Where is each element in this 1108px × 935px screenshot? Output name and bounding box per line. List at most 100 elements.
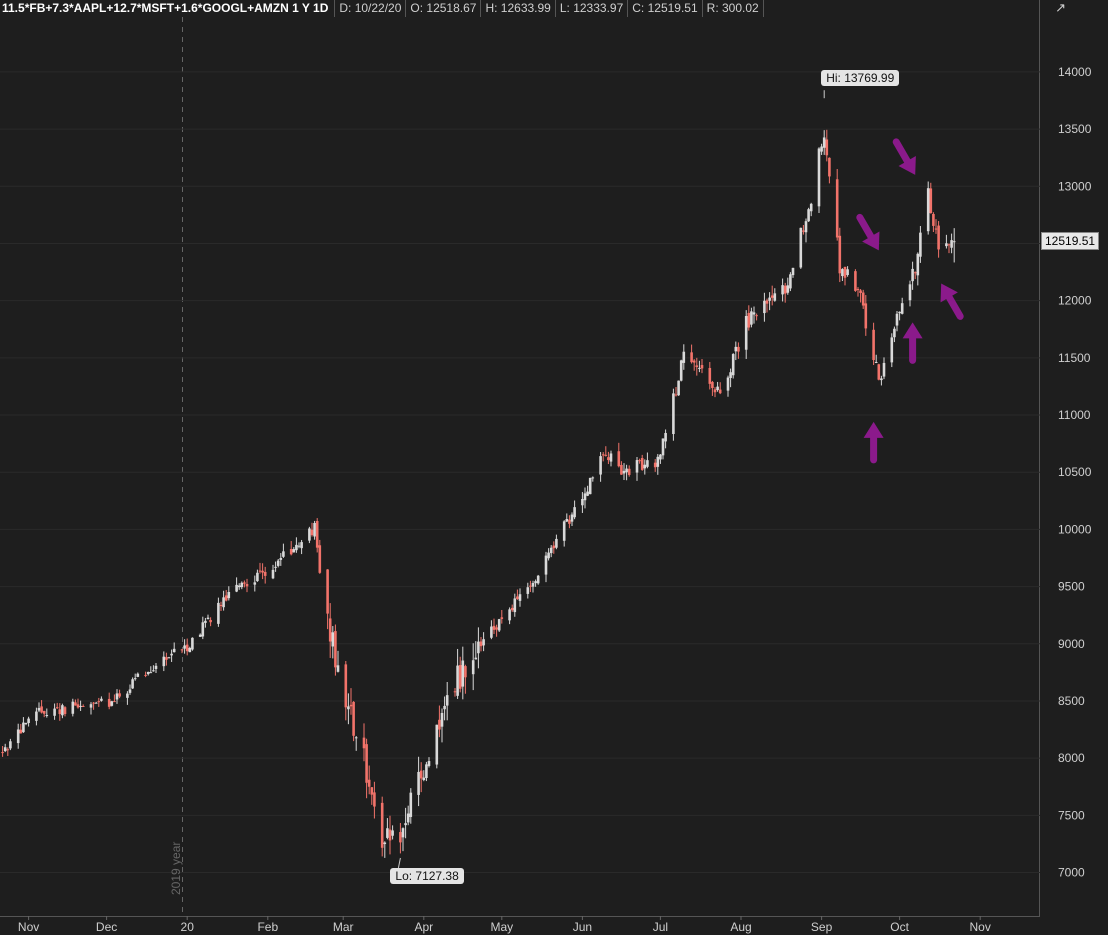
candle-body <box>373 792 376 807</box>
candle-body <box>581 498 584 506</box>
candle-body <box>734 346 738 352</box>
candle-body <box>198 634 202 637</box>
candle-body <box>534 581 537 584</box>
candle-body <box>708 367 712 384</box>
candle-body <box>292 549 296 553</box>
candle-body <box>349 704 353 707</box>
candle-body <box>895 313 899 326</box>
x-tick-label: Mar <box>333 920 354 934</box>
candle-body <box>640 458 644 470</box>
x-tick-label: Oct <box>890 920 909 934</box>
candle-body <box>180 649 184 651</box>
candle-body <box>167 657 171 659</box>
candle-body <box>245 584 249 587</box>
candle-body <box>227 592 231 599</box>
candle-body <box>838 235 842 274</box>
candle-body <box>354 737 358 739</box>
candle-body <box>568 519 571 524</box>
candle-body <box>737 346 740 352</box>
candle-body <box>516 596 519 600</box>
candle-body <box>698 367 701 369</box>
candle-body <box>344 664 348 708</box>
candle-body <box>474 657 478 660</box>
candle-body <box>802 230 805 232</box>
candle-body <box>310 529 314 536</box>
candle-body <box>711 381 714 389</box>
candle-body <box>937 225 940 250</box>
candle-body <box>22 722 25 733</box>
candle-body <box>781 285 784 295</box>
candle-body <box>100 698 103 701</box>
y-tick-label: 14000 <box>1058 65 1092 79</box>
annotation-arrow <box>863 421 884 464</box>
x-tick-label: 20 <box>181 920 195 934</box>
candle-body <box>570 514 574 522</box>
candle-body <box>256 572 259 582</box>
candle-body <box>789 274 792 289</box>
candle-body <box>583 493 587 501</box>
candle-body <box>406 813 410 823</box>
y-tick-label: 9500 <box>1058 580 1085 594</box>
candle-body <box>53 708 56 716</box>
y-tick-label: 8500 <box>1058 694 1085 708</box>
y-tick-label: 10000 <box>1058 522 1092 536</box>
candle-body <box>271 569 275 579</box>
candle-body <box>555 538 558 548</box>
candle-body <box>599 456 602 475</box>
candle-body <box>620 464 623 475</box>
candle-body <box>61 705 64 716</box>
candle-body <box>133 678 137 680</box>
date-stat: D: 10/22/20 <box>335 0 407 17</box>
candle-body <box>183 645 186 649</box>
candle-body <box>763 300 766 314</box>
candle-body <box>588 477 592 495</box>
candle-body <box>471 660 475 675</box>
candle-body <box>282 551 285 557</box>
candle-body <box>253 582 257 585</box>
candle-body <box>716 386 719 391</box>
y-tick-label: 13000 <box>1058 179 1092 193</box>
candle-body <box>331 632 335 647</box>
candle-body <box>438 719 441 730</box>
candle-body <box>131 679 134 689</box>
candle-body <box>479 641 483 647</box>
candle-body <box>326 569 329 614</box>
candle-body <box>386 828 389 838</box>
candle-body <box>443 705 446 710</box>
candle-body <box>562 521 566 541</box>
candle-body <box>477 641 480 654</box>
candle-body <box>828 157 831 177</box>
year-marker-label: 2019 year <box>169 842 183 895</box>
candle-body <box>854 271 857 291</box>
candle-body <box>690 352 693 363</box>
candle-body <box>586 491 589 496</box>
candle-body <box>425 764 428 779</box>
x-tick-label: Jun <box>573 920 592 934</box>
candle-body <box>110 701 114 706</box>
arrow-head <box>898 155 916 175</box>
candle-body <box>279 558 283 560</box>
low-label: Lo: 7127.38 <box>390 867 464 884</box>
chart-style-icon[interactable]: ↗ <box>1055 0 1066 15</box>
candle-body <box>695 365 699 368</box>
high-label: Hi: 13769.99 <box>821 70 900 87</box>
candle-body <box>191 637 194 650</box>
candle-body <box>526 587 530 594</box>
candle-body <box>752 312 756 315</box>
candle-body <box>643 464 647 469</box>
candle-body <box>308 528 311 541</box>
candle-body <box>388 829 392 841</box>
candle-body <box>625 468 628 473</box>
arrow-head <box>940 283 958 303</box>
symbol-title[interactable]: 11.5*FB+7.3*AAPL+12.7*MSFT+1.6*GOOGL+AMZ… <box>0 0 336 17</box>
x-tick-label: Feb <box>257 920 278 934</box>
candle-body <box>313 522 316 537</box>
candle-body <box>908 284 912 301</box>
candle-body <box>856 288 860 290</box>
candle-body <box>295 544 298 551</box>
candle-body <box>531 582 535 587</box>
candle-body <box>692 360 696 363</box>
high-stat: H: 12633.99 <box>481 0 556 17</box>
candle-body <box>536 575 540 584</box>
